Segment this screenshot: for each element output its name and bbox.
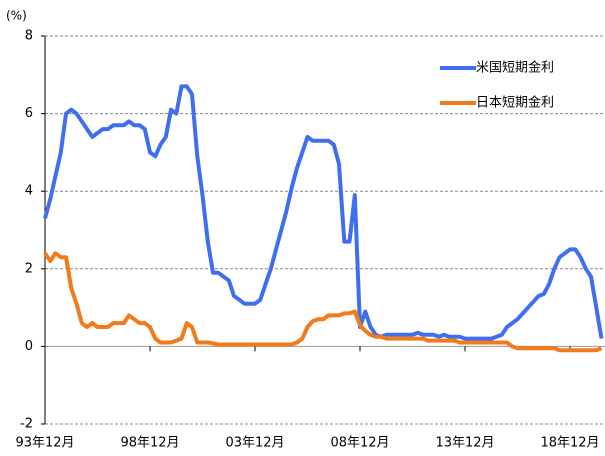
y-tick-label: 8 [25,29,33,44]
x-tick-label: 98年12月 [120,436,179,451]
y-tick-label: 0 [25,339,33,354]
x-tick-label: 18年12月 [540,436,599,451]
y-tick-label: -2 [20,417,33,432]
y-tick-label: 6 [25,106,33,121]
legend-label: 日本短期金利 [476,95,554,111]
series-line [43,251,603,353]
y-unit-label: (%) [6,9,27,23]
x-tick-label: 93年12月 [15,436,74,451]
y-tick-label: 4 [25,184,33,199]
legend-label: 米国短期金利 [476,60,554,76]
y-tick-label: 2 [25,261,33,276]
series-line [43,84,604,341]
x-tick-label: 08年12月 [330,436,389,451]
x-tick-label: 03年12月 [225,436,284,451]
x-tick-label: 13年12月 [435,436,494,451]
